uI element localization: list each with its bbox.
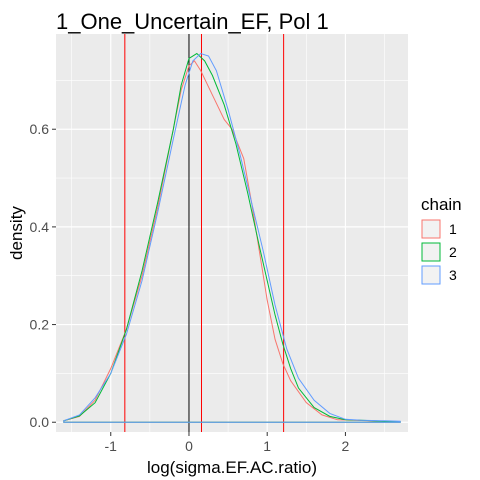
- y-tick-label: 0.2: [30, 317, 50, 333]
- y-tick-label: 0.4: [30, 219, 50, 235]
- chart-title: 1_One_Uncertain_EF, Pol 1: [56, 9, 329, 34]
- y-axis-title: density: [7, 206, 26, 260]
- x-axis-title: log(sigma.EF.AC.ratio): [147, 458, 317, 477]
- density-curves: [63, 52, 401, 423]
- legend-label-chain-1: 1: [449, 221, 457, 237]
- y-tick-label: 0.0: [30, 414, 50, 430]
- density-curve-chain-3: [63, 52, 401, 423]
- legend-key-chain-1: [421, 219, 441, 239]
- legend-label-chain-2: 2: [449, 244, 457, 260]
- axes: -1 0 1 2 0.0 0.2 0.4 0.6: [30, 121, 350, 454]
- x-tick-label: -1: [105, 438, 118, 454]
- legend-label-chain-3: 3: [449, 267, 457, 283]
- legend-key-chain-3: [421, 265, 441, 285]
- plot-panel: [56, 34, 408, 432]
- legend-key-chain-2: [421, 242, 441, 262]
- legend-title: chain: [421, 195, 462, 214]
- y-tick-label: 0.6: [30, 121, 50, 137]
- x-tick-label: 0: [185, 438, 193, 454]
- legend: chain 1 2 3: [421, 195, 462, 285]
- x-tick-label: 2: [342, 438, 350, 454]
- x-tick-label: 1: [263, 438, 271, 454]
